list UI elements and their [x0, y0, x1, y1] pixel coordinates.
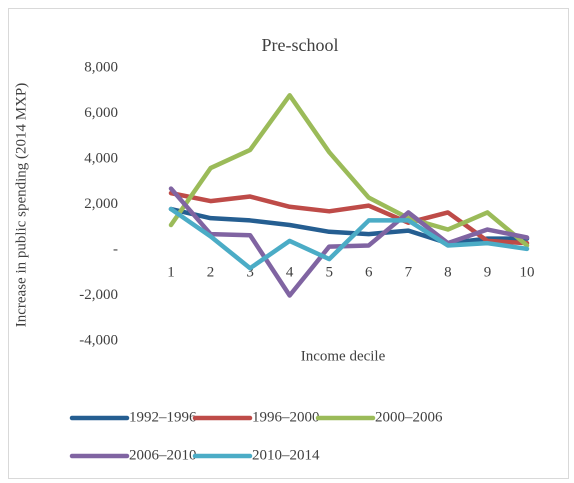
- x-tick-label: 4: [286, 264, 294, 280]
- x-tick-label: 5: [325, 264, 333, 280]
- legend-label: 2010–2014: [252, 447, 320, 463]
- x-axis-title: Income decile: [301, 348, 386, 364]
- data-line: [168, 93, 530, 248]
- x-tick-label: 2: [207, 264, 215, 280]
- data-line: [168, 206, 530, 246]
- y-tick-label: 4,000: [84, 150, 118, 166]
- y-tick-label: 2,000: [84, 196, 118, 212]
- y-tick-label: -4,000: [79, 332, 118, 348]
- legend-label: 1992–1996: [129, 409, 197, 425]
- data-line: [168, 190, 530, 246]
- y-tick-label: 8,000: [84, 59, 118, 75]
- x-tick-label: 10: [520, 264, 535, 280]
- x-tick-label: 1: [167, 264, 175, 280]
- x-tick-label: 3: [246, 264, 254, 280]
- data-line: [168, 206, 530, 271]
- y-axis-title: Increase in public spending (2014 MXP): [13, 83, 29, 328]
- chart-title: Pre-school: [262, 35, 339, 55]
- x-tick-label: 8: [444, 264, 452, 280]
- x-tick-label: 6: [365, 264, 373, 280]
- x-tick-label: 7: [405, 264, 413, 280]
- data-line: [168, 186, 530, 298]
- x-tick-label: 9: [484, 264, 492, 280]
- y-tick-label: -: [113, 241, 118, 257]
- legend-label: 2006–2010: [129, 447, 197, 463]
- y-tick-label: -2,000: [79, 287, 118, 303]
- legend-label: 1996–2000: [252, 409, 320, 425]
- legend-label: 2000–2006: [375, 409, 443, 425]
- y-tick-label: 6,000: [84, 105, 118, 121]
- chart-border: [8, 8, 569, 479]
